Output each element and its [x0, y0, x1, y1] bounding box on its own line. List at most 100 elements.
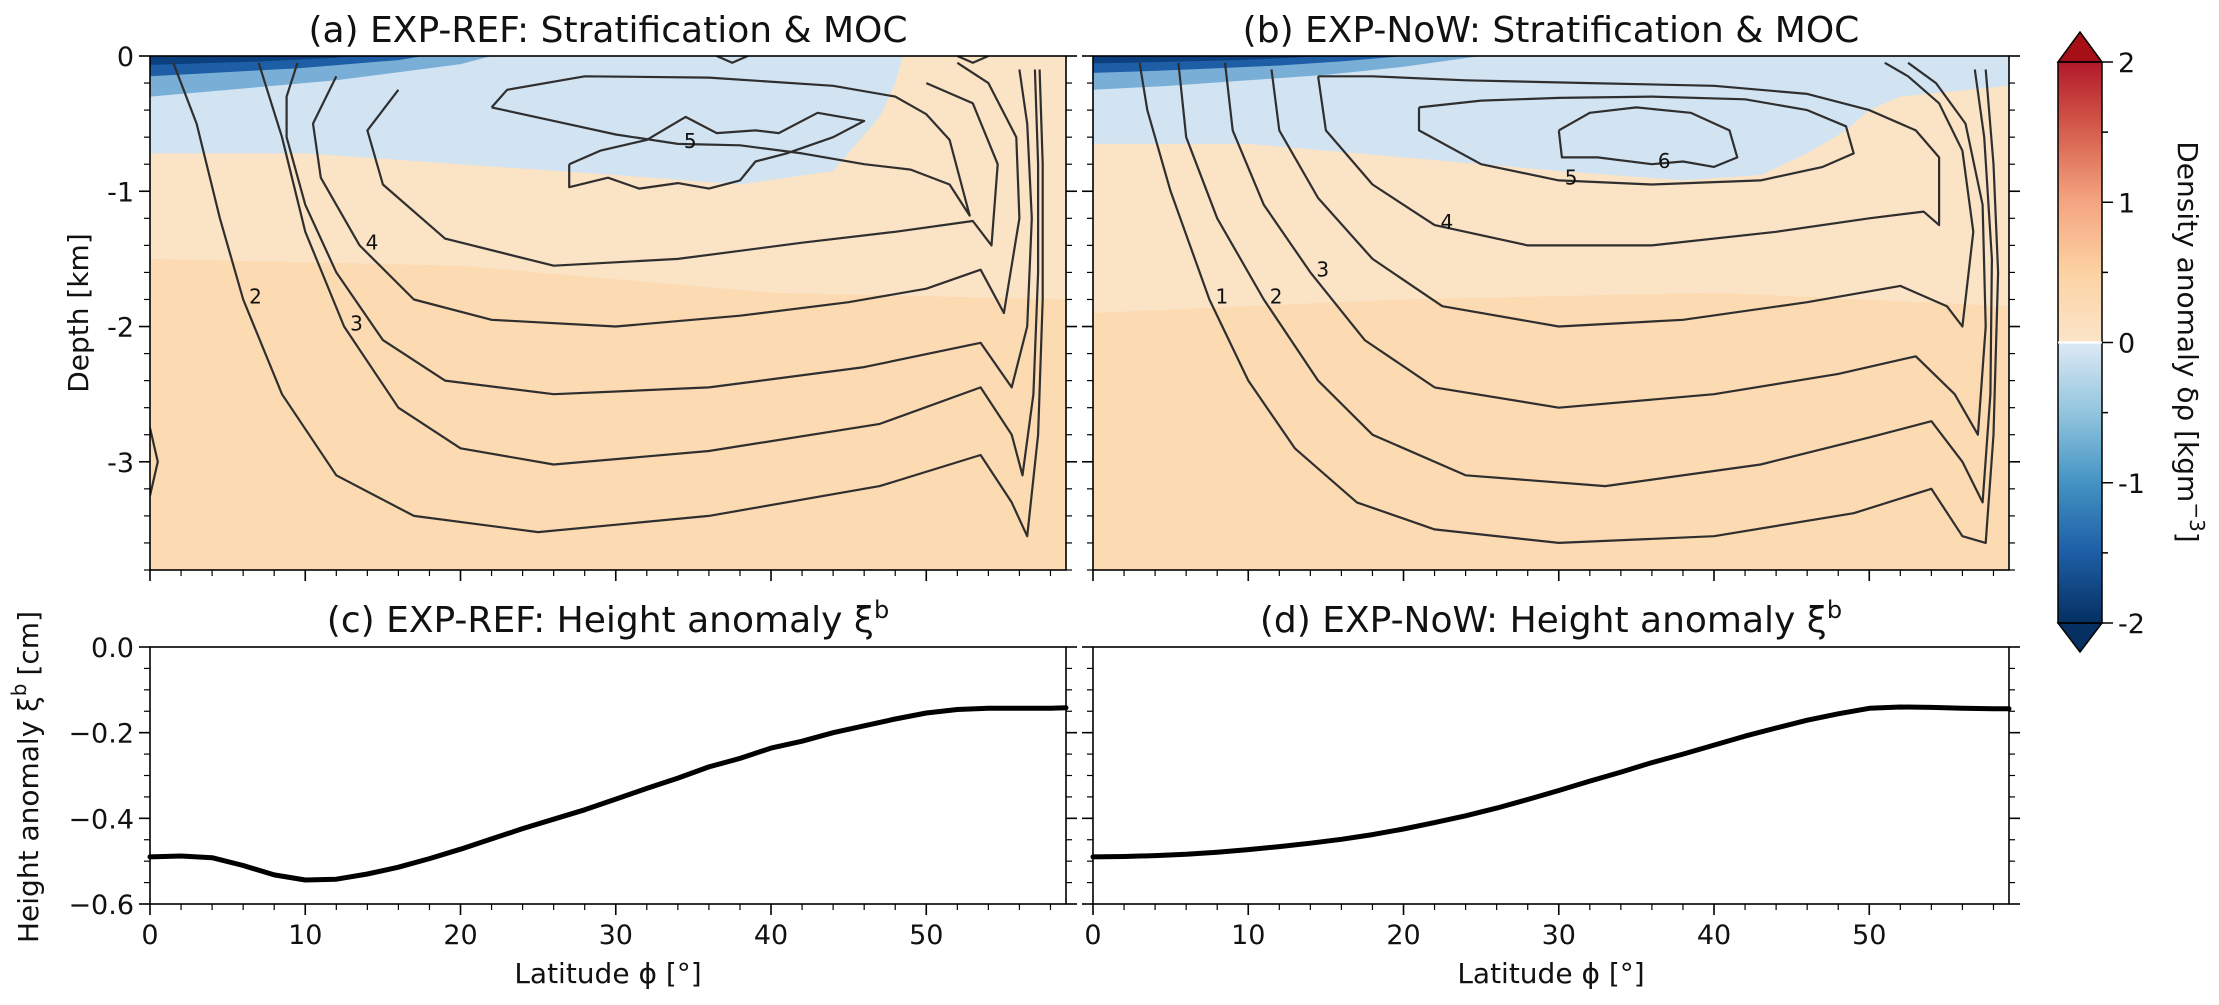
- panel-c-frame: [149, 646, 1067, 905]
- panel-a-moc-contour: [490, 75, 971, 217]
- panel-d-line: [1090, 704, 2012, 860]
- panel-b-contour-labels: 1 2 3 4 5 6: [1215, 149, 1670, 308]
- panel-c-ytick-label: −0.2: [68, 719, 134, 750]
- panel-a-moc-contour: [150, 427, 159, 496]
- panel-b-contour-label: 2: [1270, 284, 1283, 308]
- panel-a-contours: [150, 56, 1044, 538]
- panel-a-surface-anomaly-deepest: [150, 56, 355, 65]
- panel-b-moc-contour: [1317, 75, 1941, 247]
- panel-b-title: (b) EXP-NoW: Stratification & MOC: [1243, 10, 1860, 51]
- panel-c-xtick-label: 50: [909, 920, 943, 951]
- panel-c-ylabel-sup: b: [7, 684, 31, 697]
- panel-c-xtick-label: 40: [754, 920, 788, 951]
- colorbar-label-end: ]: [2171, 532, 2204, 543]
- panel-c-ytick-label: −0.6: [68, 890, 134, 921]
- panel-d-series-line: [1090, 704, 2012, 860]
- panel-b-frame: [1092, 55, 2010, 571]
- panel-b-contour-label: 1: [1215, 284, 1228, 308]
- panel-a-moc-contour: [285, 62, 1033, 396]
- panel-b-moc-contour: [1417, 95, 1855, 186]
- panel-d-xtick-label: 0: [1084, 920, 1101, 951]
- panel-a-moc-contour: [172, 62, 1044, 538]
- panel-c-axes: 0 10 20 30 40 50 0.0 −0.2 −0.4 −0.6: [68, 633, 1077, 951]
- panel-b-moc-contour: [1138, 62, 2000, 544]
- panel-b-fill: [1093, 56, 2009, 570]
- colorbar-tick-label: 2: [2118, 48, 2135, 79]
- panel-a-moc-contour: [568, 111, 866, 190]
- panel-a-ytick-label: -3: [107, 448, 134, 479]
- panel-c: (c) EXP-REF: Height anomaly ξb 0 10 20 30 40…: [7, 596, 1077, 990]
- panel-b-moc-contour: [1557, 106, 1739, 168]
- panel-a-moc-contour: [311, 61, 1021, 328]
- panel-a-ytick-label: -2: [107, 313, 134, 344]
- panel-d-xtick-label: 50: [1852, 920, 1886, 951]
- panel-d-xtick-label: 20: [1386, 920, 1420, 951]
- panel-c-xtick-label: 10: [288, 920, 322, 951]
- panel-a-contour-label: 5: [684, 129, 697, 153]
- panel-a-contour-label: 3: [350, 312, 363, 336]
- panel-b-moc-contour: [1270, 61, 1975, 328]
- panel-b-contour-label: 3: [1316, 257, 1329, 281]
- panel-d-xtick-label: 10: [1231, 920, 1265, 951]
- panel-a-moc-contour: [257, 62, 1040, 477]
- panel-a-title: (a) EXP-REF: Stratification & MOC: [308, 10, 907, 51]
- panel-c-line: [147, 705, 1069, 883]
- panel-a-moc-contour: [956, 56, 989, 64]
- panel-c-ytick-label: 0.0: [91, 633, 134, 664]
- panel-c-ytick-label: −0.4: [68, 804, 134, 835]
- panel-b: (b) EXP-NoW: Stratification & MOC 1 2 3 4 5 6: [1082, 10, 2020, 581]
- panel-b-moc-contour: [1223, 61, 1987, 436]
- panel-a: (a) EXP-REF: Stratification & MOC 2 3 4 5 0…: [62, 10, 1077, 581]
- panel-a-frame: [149, 55, 1067, 571]
- panel-d-title-main: (d) EXP-NoW: Height anomaly ξ: [1260, 600, 1827, 641]
- panel-b-moc-contour: [1177, 62, 1993, 504]
- colorbar: 2 1 0 -1 -2 Density anomaly δρ [kgm−3]: [2056, 30, 2209, 654]
- panel-c-xtick-label: 30: [599, 920, 633, 951]
- panel-b-contour-label: 4: [1441, 210, 1454, 234]
- colorbar-extend-top: [2056, 30, 2104, 63]
- panel-b-upper-anomaly: [1093, 56, 2009, 181]
- panel-c-title: (c) EXP-REF: Height anomaly ξb: [327, 596, 889, 641]
- panel-c-xtick-label: 20: [443, 920, 477, 951]
- panel-d-xlabel: Latitude ϕ [°]: [1457, 957, 1644, 990]
- panel-c-ylabel-unit: [cm]: [12, 611, 45, 676]
- panel-a-contour-label: 4: [366, 230, 379, 254]
- colorbar-tick-label: -1: [2118, 469, 2145, 500]
- panel-c-title-sup: b: [874, 596, 889, 624]
- panel-d-title: (d) EXP-NoW: Height anomaly ξb: [1260, 596, 1842, 641]
- colorbar-label: Density anomaly δρ [kgm−3]: [2171, 141, 2209, 542]
- panel-b-contours: [1138, 61, 2000, 544]
- panel-c-title-main: (c) EXP-REF: Height anomaly ξ: [327, 600, 874, 641]
- panel-a-ylabel: Depth [km]: [62, 233, 95, 393]
- colorbar-tick-label: -2: [2118, 609, 2145, 640]
- panel-b-contour-label: 6: [1658, 149, 1671, 173]
- panel-a-moc-contour: [366, 82, 999, 267]
- panel-a-moc-contour: [716, 56, 749, 64]
- colorbar-label-sup: −3: [2185, 502, 2209, 531]
- panel-a-ytick-label: -1: [107, 177, 134, 208]
- colorbar-tick-label: 1: [2118, 188, 2135, 219]
- panel-c-ylabel: Height anomaly ξb [cm]: [7, 611, 45, 943]
- panel-d: (d) EXP-NoW: Height anomaly ξb 0 10 20 30 40…: [1082, 596, 2020, 990]
- panel-a-contour-labels: 2 3 4 5: [249, 129, 696, 336]
- panel-b-contour-label: 5: [1565, 165, 1578, 189]
- panel-c-ylabel-main: Height anomaly ξ: [12, 696, 45, 943]
- panel-a-ytick-label: 0: [117, 42, 134, 73]
- panel-a-axes: 0 -1 -2 -3: [107, 42, 1077, 581]
- colorbar-ticks: 2 1 0 -1 -2: [2058, 48, 2145, 640]
- colorbar-tick-label: 0: [2118, 329, 2135, 360]
- panel-b-axes: [1082, 55, 2020, 581]
- panel-d-xtick-label: 30: [1542, 920, 1576, 951]
- panel-a-upper-anomaly: [150, 56, 903, 185]
- panel-b-surface-anomaly-deepest: [1093, 56, 1326, 64]
- panel-d-axes: 0 10 20 30 40 50: [1082, 646, 2020, 951]
- panel-c-xlabel: Latitude ϕ [°]: [514, 957, 701, 990]
- panel-d-title-sup: b: [1827, 596, 1842, 624]
- panel-c-series-line: [147, 705, 1069, 883]
- panel-d-frame: [1092, 646, 2010, 905]
- colorbar-extend-bottom: [2056, 622, 2104, 654]
- panel-a-contour-label: 2: [249, 284, 262, 308]
- panel-c-xtick-label: 0: [141, 920, 158, 951]
- panel-d-xtick-label: 40: [1697, 920, 1731, 951]
